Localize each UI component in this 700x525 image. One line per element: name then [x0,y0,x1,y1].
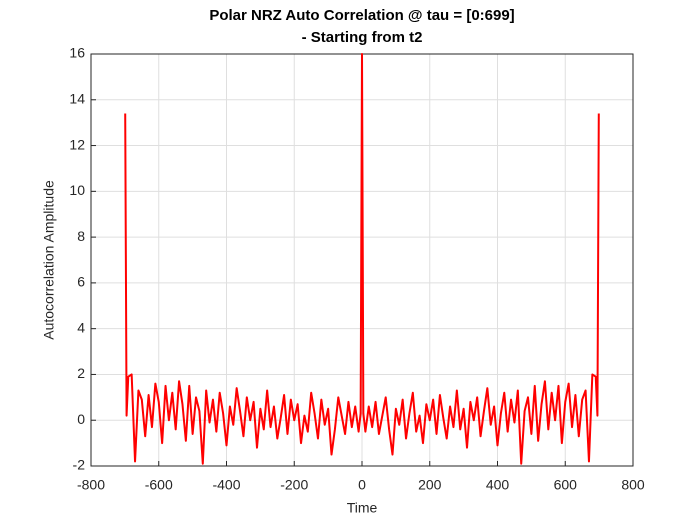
x-tick-label: 800 [621,477,645,493]
x-tick-label: -400 [212,477,240,493]
x-tick-label: -800 [77,477,105,493]
y-axis-label: Autocorrelation Amplitude [41,180,57,340]
chart-title: Polar NRZ Auto Correlation @ tau = [0:69… [209,7,514,24]
y-tick-label: 10 [69,182,85,198]
y-tick-label: -2 [73,457,86,473]
x-tick-label: 600 [554,477,578,493]
y-tick-label: 2 [77,365,85,381]
y-tick-label: 16 [69,45,85,61]
y-tick-label: 0 [77,411,85,427]
y-tick-label: 4 [77,319,85,335]
chart-title: - Starting from t2 [302,29,423,46]
x-tick-label: -200 [280,477,308,493]
x-tick-label: 200 [418,477,442,493]
data-line [124,53,600,465]
x-tick-label: 0 [358,477,366,493]
y-tick-label: 14 [69,90,85,106]
y-tick-label: 8 [77,228,85,244]
x-tick-label: -600 [145,477,173,493]
x-axis-label: Time [347,500,378,516]
y-tick-label: 12 [69,136,85,152]
x-tick-label: 400 [486,477,510,493]
y-tick-label: 6 [77,274,85,290]
